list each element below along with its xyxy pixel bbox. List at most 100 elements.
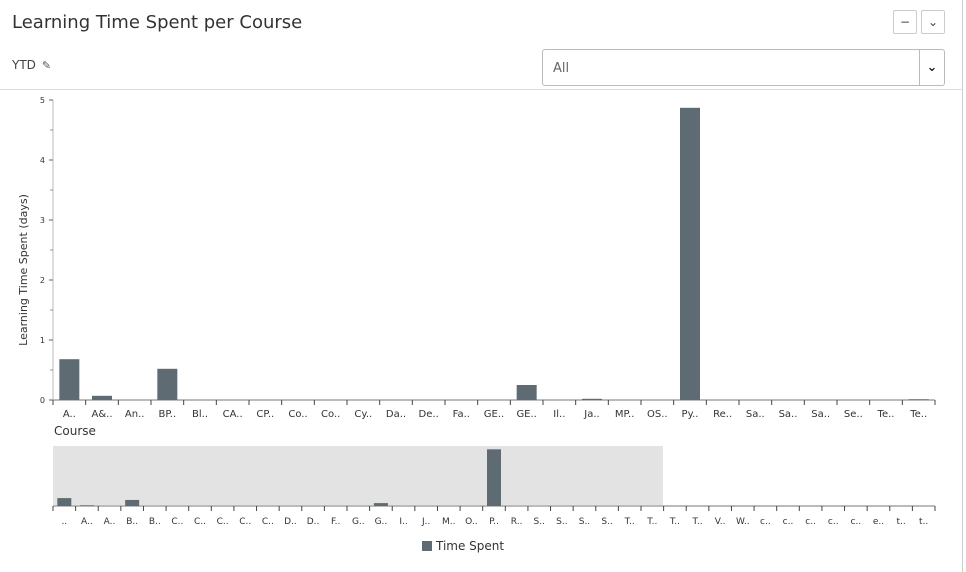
bar-BP.. xyxy=(157,368,178,400)
bar-Ja.. xyxy=(582,398,602,400)
overview-x-tick-label: S.. xyxy=(534,517,545,527)
legend-label: Time Spent xyxy=(436,539,505,553)
overview-bar-.. xyxy=(57,498,72,506)
x-tick-label: Cy.. xyxy=(354,409,372,420)
overview-x-tick-label: J.. xyxy=(421,517,430,527)
bar-A&.. xyxy=(92,395,112,400)
x-tick-label: Sa.. xyxy=(811,409,830,420)
course-select-value: All xyxy=(553,61,570,76)
brush-selection xyxy=(53,446,663,506)
panel-border xyxy=(962,0,963,572)
y-tick-label: 2 xyxy=(40,276,45,285)
x-tick-label: CP.. xyxy=(256,409,274,420)
overview-x-tick-label: C.. xyxy=(239,517,251,527)
overview-x-tick-label: A.. xyxy=(104,517,116,527)
overview-x-tick-label: B.. xyxy=(126,517,138,527)
overview-x-tick-label: G.. xyxy=(352,517,365,527)
overview-x-tick-label: D.. xyxy=(307,517,320,527)
x-axis-title: Course xyxy=(54,424,96,438)
overview-bar-P.. xyxy=(487,449,501,506)
overview-x-tick-label: W.. xyxy=(736,517,750,527)
x-tick-label: MP.. xyxy=(615,409,634,420)
pencil-icon[interactable]: ✎ xyxy=(41,59,52,72)
x-tick-label: Fa.. xyxy=(453,409,470,420)
period-label: YTD xyxy=(12,58,36,72)
x-tick-label: Py.. xyxy=(682,409,699,420)
expand-button[interactable]: ⌄ xyxy=(921,10,945,34)
overview-x-tick-label: A.. xyxy=(81,517,93,527)
y-tick-label: 0 xyxy=(40,396,45,405)
bar-GE.. xyxy=(516,385,537,400)
y-tick-label: 5 xyxy=(40,96,45,105)
overview-x-tick-label: c.. xyxy=(851,517,862,527)
overview-x-tick-label: D.. xyxy=(284,517,297,527)
overview-x-tick-label: C.. xyxy=(217,517,229,527)
overview-x-tick-label: S.. xyxy=(601,517,612,527)
bar-Te.. xyxy=(908,399,929,400)
x-tick-label: CA.. xyxy=(223,409,243,420)
overview-x-tick-label: t.. xyxy=(919,517,928,527)
x-tick-label: Il.. xyxy=(553,409,565,420)
x-tick-label: Te.. xyxy=(877,409,895,420)
overview-x-tick-label: G.. xyxy=(375,517,388,527)
x-tick-label: GE.. xyxy=(516,409,536,420)
overview-x-tick-label: I.. xyxy=(399,517,407,527)
overview-bar-B.. xyxy=(125,499,140,506)
overview-x-tick-label: R.. xyxy=(511,517,523,527)
overview-x-tick-label: c.. xyxy=(783,517,794,527)
x-tick-label: Sa.. xyxy=(746,409,765,420)
x-tick-label: Da.. xyxy=(386,409,406,420)
legend-swatch xyxy=(422,541,432,551)
minimize-button[interactable]: − xyxy=(893,10,917,34)
overview-x-tick-label: S.. xyxy=(556,517,567,527)
x-tick-label: GE.. xyxy=(484,409,504,420)
overview-x-tick-label: T.. xyxy=(646,517,657,527)
overview-x-tick-label: T.. xyxy=(624,517,635,527)
overview-x-tick-label: P.. xyxy=(489,517,499,527)
x-tick-label: Ja.. xyxy=(583,409,599,420)
overview-x-tick-label: c.. xyxy=(828,517,839,527)
overview-x-tick-label: S.. xyxy=(579,517,590,527)
overview-x-tick-label: .. xyxy=(61,517,67,527)
x-tick-label: A&.. xyxy=(92,409,113,420)
x-tick-label: De.. xyxy=(419,409,439,420)
y-tick-label: 1 xyxy=(40,336,45,345)
overview-x-tick-label: V.. xyxy=(715,517,726,527)
x-tick-label: OS.. xyxy=(647,409,668,420)
x-tick-label: Se.. xyxy=(844,409,863,420)
overview-x-tick-label: M.. xyxy=(442,517,456,527)
legend[interactable]: Time Spent xyxy=(422,539,504,553)
y-tick-label: 4 xyxy=(40,156,45,165)
overview-x-tick-label: C.. xyxy=(194,517,206,527)
x-tick-label: Bl.. xyxy=(192,409,208,420)
x-tick-label: Sa.. xyxy=(779,409,798,420)
overview-x-tick-label: t.. xyxy=(896,517,905,527)
overview-x-tick-label: T.. xyxy=(691,517,702,527)
x-tick-label: Te.. xyxy=(909,409,927,420)
overview-x-tick-label: c.. xyxy=(805,517,816,527)
overview-x-tick-label: e.. xyxy=(873,517,884,527)
x-tick-label: A.. xyxy=(63,409,76,420)
y-axis-title: Learning Time Spent (days) xyxy=(17,194,30,346)
overview-x-tick-label: c.. xyxy=(760,517,771,527)
overview-x-tick-label: T.. xyxy=(669,517,680,527)
course-select[interactable]: All ⌄ xyxy=(542,49,945,86)
x-tick-label: An.. xyxy=(125,409,145,420)
bar-Py.. xyxy=(680,107,700,401)
overview-x-tick-label: B.. xyxy=(149,517,161,527)
period-filter[interactable]: YTD ✎ xyxy=(12,58,51,72)
minus-icon: − xyxy=(899,15,911,29)
overview-x-tick-label: C.. xyxy=(262,517,274,527)
overview-bar-G.. xyxy=(373,503,388,506)
x-tick-label: BP.. xyxy=(158,409,176,420)
bar-A.. xyxy=(59,359,80,400)
overview-x-tick-label: O.. xyxy=(465,517,477,527)
widget-title: Learning Time Spent per Course xyxy=(12,12,303,33)
chevron-down-icon[interactable]: ⌄ xyxy=(919,50,944,85)
overview-x-tick-label: C.. xyxy=(171,517,183,527)
x-tick-label: Re.. xyxy=(713,409,732,420)
overview-bar-A.. xyxy=(79,505,94,506)
overview-x-tick-label: F.. xyxy=(331,517,340,527)
divider xyxy=(0,89,962,90)
